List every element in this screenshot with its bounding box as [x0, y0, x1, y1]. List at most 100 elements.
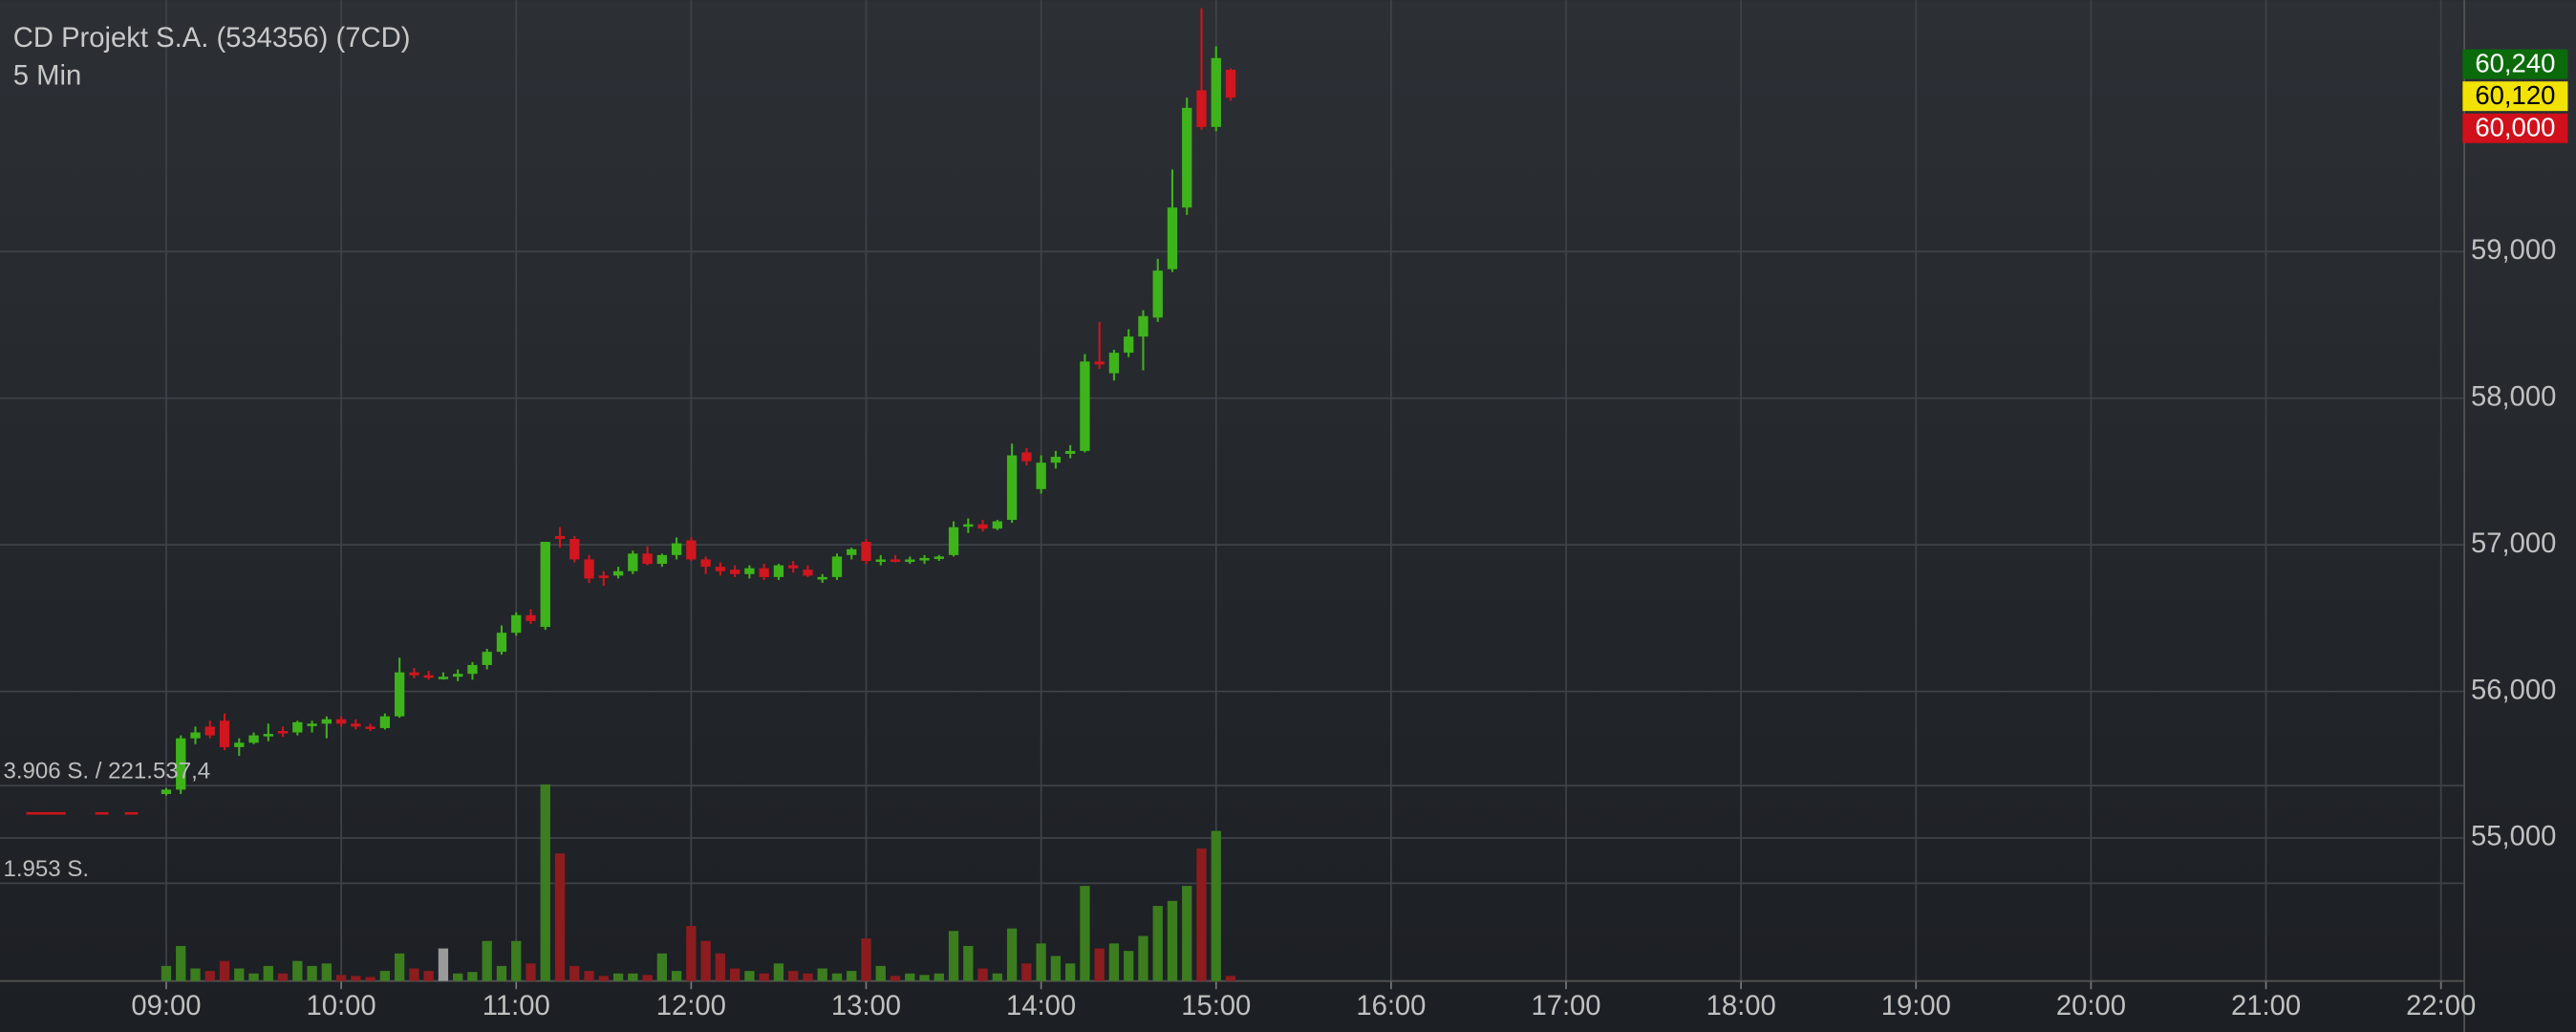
volume-bar — [569, 965, 580, 981]
price-badge-label: 60,120 — [2475, 80, 2555, 110]
volume-bar — [511, 940, 522, 981]
volume-bar — [744, 971, 755, 981]
candle-body — [1036, 462, 1046, 489]
candle-body — [1225, 69, 1236, 98]
chart-title: CD Projekt S.A. (534356) (7CD) — [13, 23, 411, 54]
volume-bar — [219, 960, 230, 981]
volume-bar — [321, 963, 333, 981]
candle-body — [379, 716, 391, 728]
candle-body — [905, 559, 915, 563]
candle-body — [351, 723, 361, 727]
volume-bar — [1138, 935, 1148, 981]
volume-bar — [423, 971, 434, 981]
labels: 09:00 10:00 11:00 12:00 13:00 14:00 15:00 16:00… — [3, 48, 2568, 1021]
candle-body — [584, 559, 594, 579]
candle-body — [875, 559, 886, 563]
volume-bar — [598, 976, 609, 981]
volume-bar — [642, 975, 653, 981]
candle-body — [642, 553, 653, 565]
volume-bar — [365, 977, 376, 981]
volume-bar — [1006, 928, 1018, 981]
candle-body — [656, 554, 668, 565]
grid — [0, 0, 2465, 1032]
volume-bar — [1182, 886, 1192, 981]
volume-bar — [335, 975, 347, 981]
candle-body — [628, 553, 638, 571]
marks — [161, 8, 1236, 981]
volume-bar — [1152, 906, 1163, 981]
x-tick-label: 09:00 — [131, 991, 201, 1021]
candle-body — [526, 614, 536, 621]
volume-bar — [394, 953, 405, 981]
volume-bar — [277, 973, 289, 981]
candle-body — [1211, 57, 1221, 127]
volume-bar — [307, 965, 317, 981]
price-badge — [2462, 49, 2568, 79]
x-tick-label: 17:00 — [1531, 991, 1600, 1021]
volume-bar — [948, 931, 959, 981]
x-tick-label: 22:00 — [2406, 991, 2476, 1021]
volume-bar — [919, 975, 930, 981]
candle-body — [482, 652, 492, 665]
candle-body — [700, 559, 711, 568]
candle-body — [773, 565, 784, 577]
candle-body — [409, 672, 419, 676]
candle-body — [438, 677, 449, 679]
candle-body — [861, 542, 871, 561]
volume-bar — [612, 973, 624, 981]
volume-bar — [759, 973, 769, 981]
volume-bar — [438, 948, 449, 981]
candle-body — [307, 723, 317, 726]
chart-subtitle: 5 Min — [13, 61, 81, 92]
candle-body — [817, 576, 827, 580]
volume-bar — [351, 976, 361, 981]
volume-bar — [656, 953, 668, 981]
candle-body — [263, 734, 273, 737]
volume-bar — [890, 976, 901, 981]
volume-bar — [628, 973, 638, 981]
candle-body — [1182, 107, 1192, 208]
candle-body — [977, 524, 988, 529]
volume-bar — [715, 953, 726, 981]
volume-tick-label: 3.906 S. / 221.537,4 — [3, 759, 210, 785]
x-tick-label: 21:00 — [2231, 991, 2301, 1021]
volume-bar — [263, 965, 273, 981]
volume-bar — [773, 963, 784, 981]
x-tick-label: 12:00 — [656, 991, 726, 1021]
candle-body — [744, 568, 755, 574]
volume-bar — [190, 968, 201, 981]
candle-body — [1152, 270, 1163, 318]
volume-bar — [379, 971, 391, 981]
y-tick-label: 55,000 — [2471, 822, 2556, 852]
x-tick-label: 18:00 — [1707, 991, 1776, 1021]
price-badge — [2462, 113, 2568, 143]
candle-body — [467, 664, 478, 675]
x-tick-label: 20:00 — [2056, 991, 2126, 1021]
candle-body — [686, 540, 697, 560]
volume-bar — [1021, 963, 1032, 981]
x-tick-label: 13:00 — [831, 991, 901, 1021]
volume-bar — [977, 968, 988, 981]
volume-bar — [248, 973, 259, 981]
volume-bar — [1196, 848, 1207, 981]
volume-bar — [729, 968, 741, 981]
candle-body — [1050, 457, 1062, 463]
candle-body — [394, 672, 405, 717]
candle-body — [511, 614, 522, 634]
y-tick-label: 58,000 — [2471, 381, 2556, 412]
price-badge — [2462, 81, 2568, 112]
candle-body — [934, 556, 944, 559]
volume-bar — [963, 945, 974, 981]
volume-bar — [1108, 943, 1120, 981]
volume-bar — [671, 971, 682, 981]
x-tick-label: 19:00 — [1881, 991, 1951, 1021]
candle-body — [277, 730, 289, 734]
candle-body — [292, 721, 303, 733]
candle-body — [759, 568, 769, 577]
candle-body — [963, 524, 974, 527]
candle-body — [335, 719, 347, 724]
volume-bar — [409, 968, 419, 981]
candle-body — [919, 557, 930, 561]
candle-body — [1196, 90, 1207, 127]
candle-body — [831, 556, 843, 577]
